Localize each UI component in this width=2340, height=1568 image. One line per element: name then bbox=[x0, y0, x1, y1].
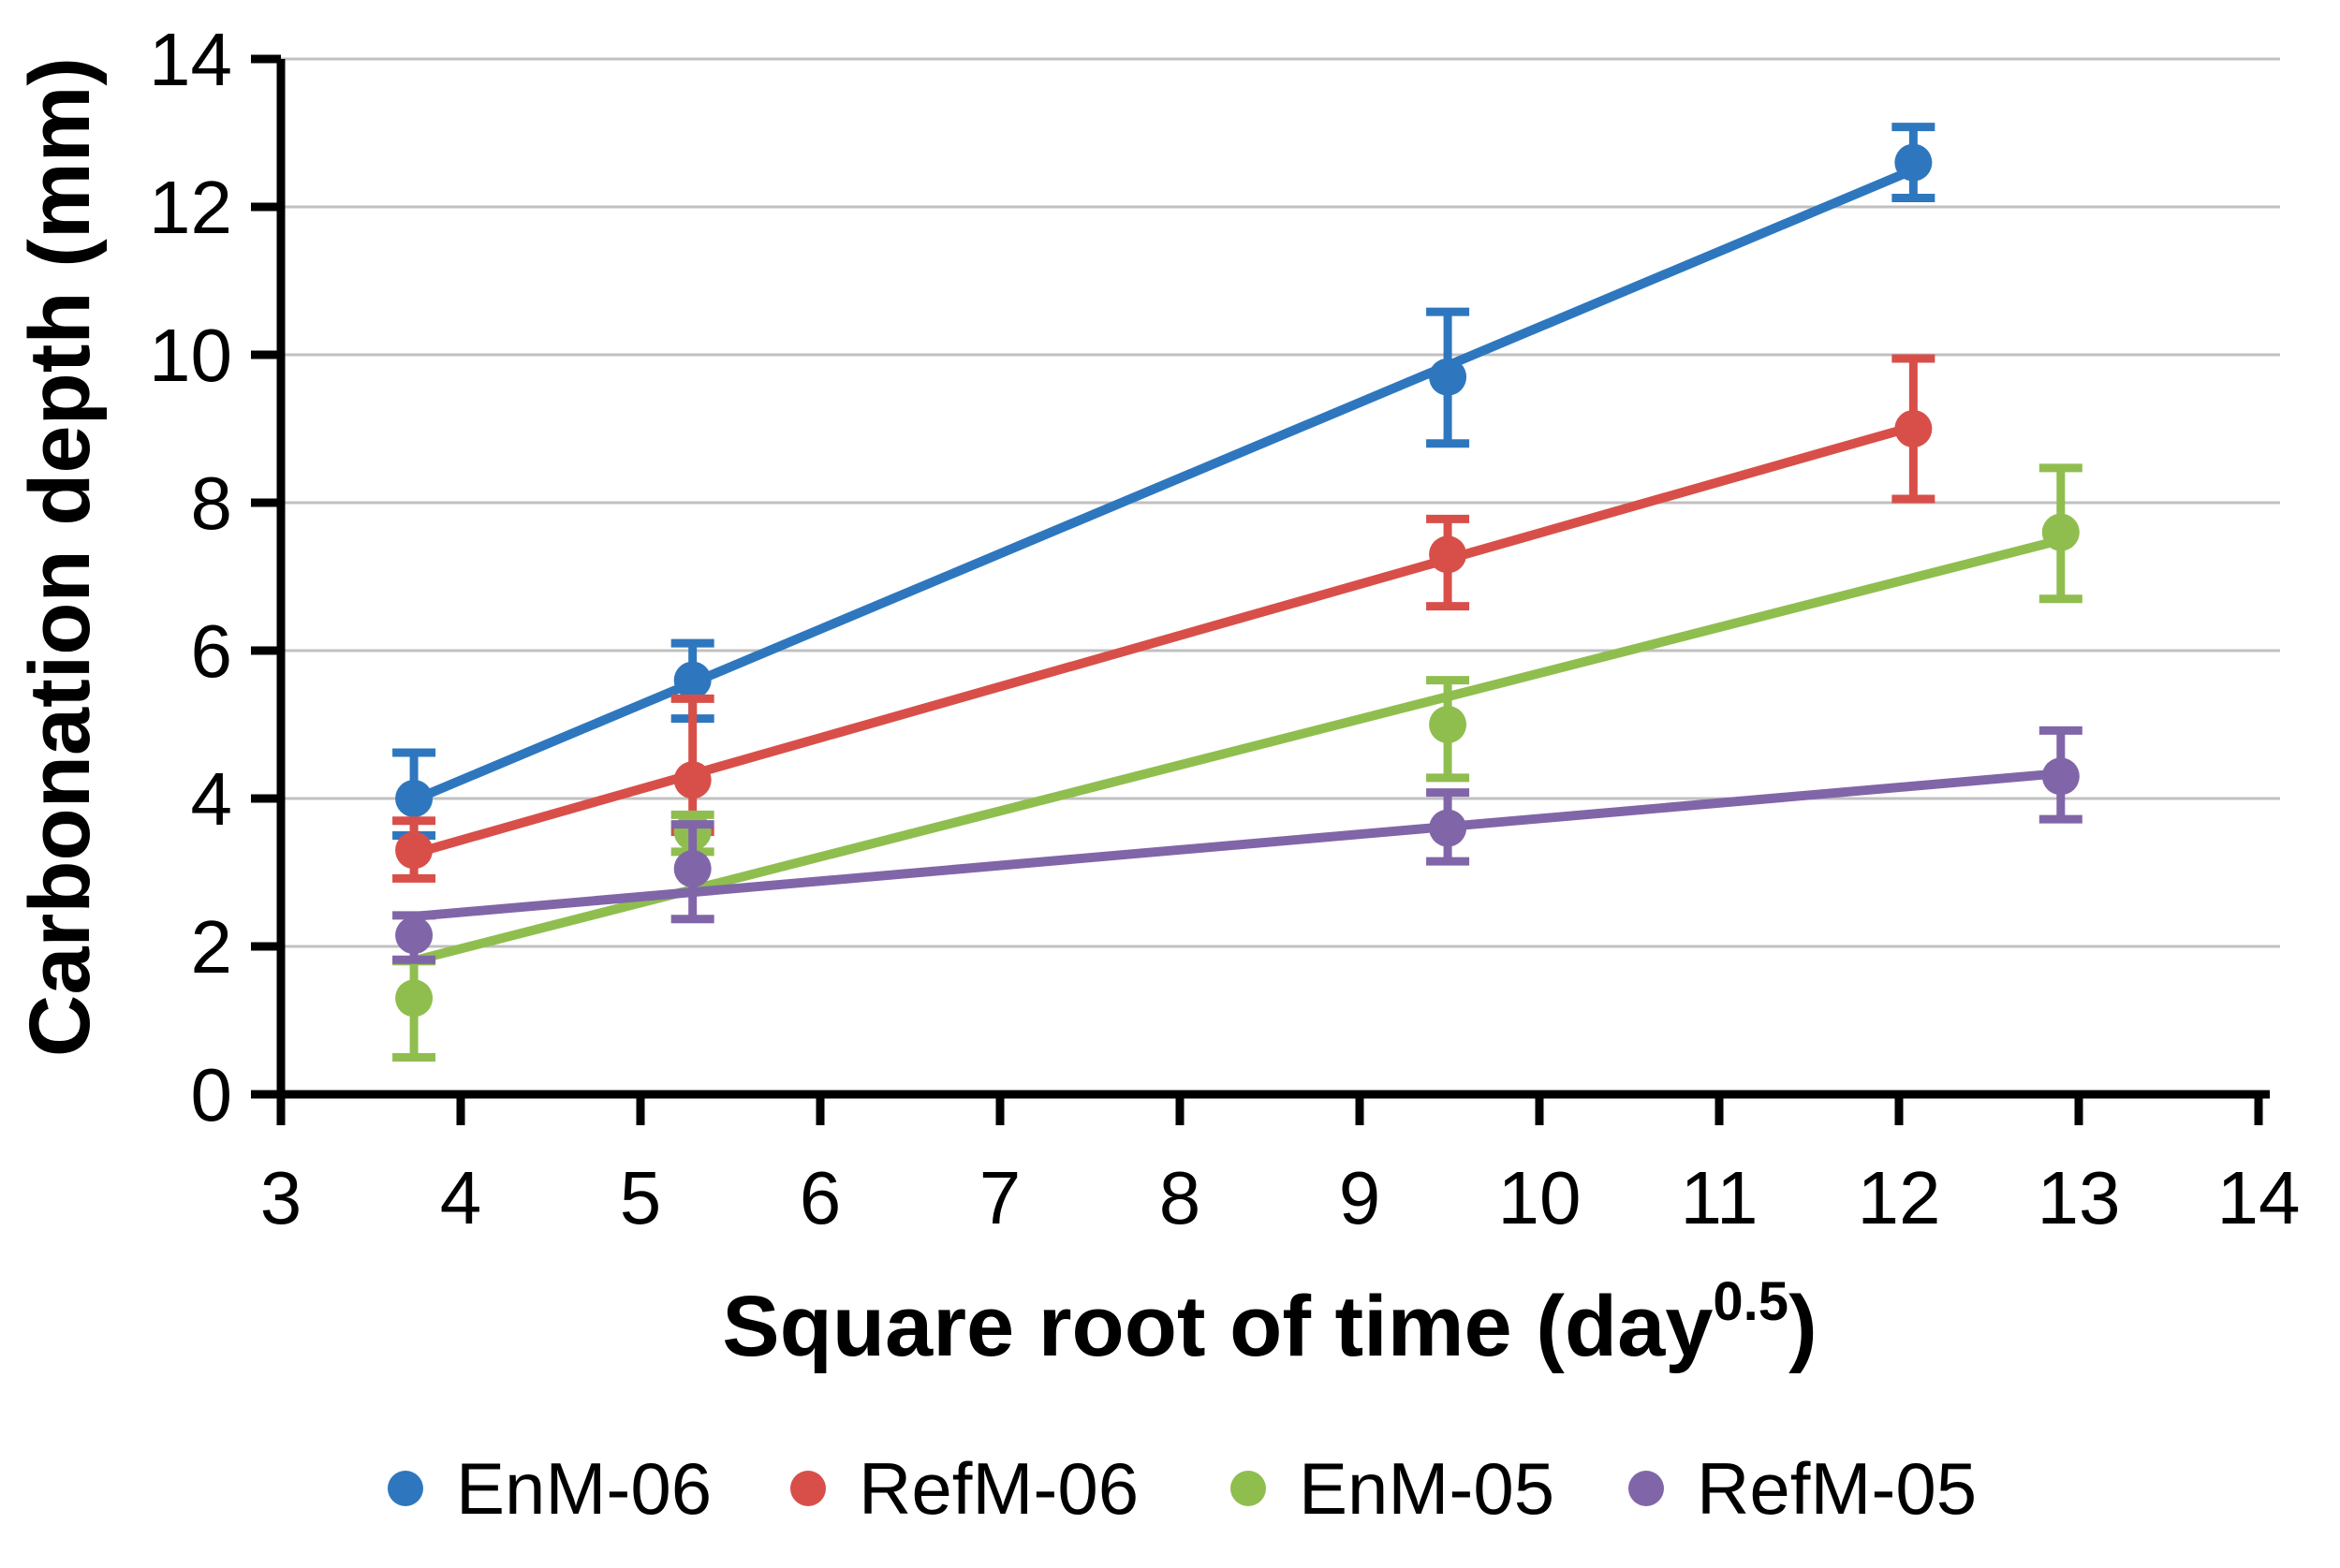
x-tick-label-5: 5 bbox=[620, 1156, 662, 1239]
trendline-RefM-05 bbox=[409, 769, 2066, 921]
x-tick-label-10: 10 bbox=[1498, 1156, 1582, 1239]
series-EnM-05 bbox=[392, 463, 2082, 1062]
x-tick-label-7: 7 bbox=[979, 1156, 1022, 1239]
x-tick-label-11: 11 bbox=[1680, 1156, 1758, 1239]
data-point-RefM-06-4 bbox=[1894, 410, 1933, 447]
data-point-RefM-05-4 bbox=[2041, 757, 2080, 796]
x-tick-label-6: 6 bbox=[800, 1156, 842, 1239]
legend-marker-icon bbox=[1628, 1471, 1664, 1506]
y-tick-label-14: 14 bbox=[149, 18, 232, 101]
data-point-RefM-05-3 bbox=[1429, 809, 1467, 847]
legend-marker-icon bbox=[790, 1471, 826, 1506]
trendlines bbox=[409, 165, 2066, 966]
x-axis-title-superscript: 0.5 bbox=[1713, 1271, 1788, 1332]
legend-marker-icon bbox=[388, 1471, 423, 1506]
x-tick-label-3: 3 bbox=[260, 1156, 302, 1239]
x-tick-label-9: 9 bbox=[1339, 1156, 1381, 1239]
data-point-RefM-05-1 bbox=[395, 916, 434, 955]
data-point-EnM-06-2 bbox=[673, 661, 712, 699]
legend-item-RefM-06: RefM-06 bbox=[790, 1447, 1139, 1530]
x-tick-label-13: 13 bbox=[2038, 1156, 2121, 1239]
data-point-RefM-06-2 bbox=[673, 761, 712, 799]
data-point-EnM-06-4 bbox=[1894, 143, 1933, 182]
axis-titles: Carbonation depth (mm) Square root of tim… bbox=[12, 57, 1818, 1374]
legend-label: RefM-05 bbox=[1697, 1447, 1977, 1530]
data-point-RefM-06-1 bbox=[395, 831, 434, 870]
legend-item-RefM-05: RefM-05 bbox=[1628, 1447, 1977, 1530]
legend: EnM-06 RefM-06 EnM-05 RefM-05 bbox=[388, 1447, 1977, 1530]
data-point-EnM-06-3 bbox=[1429, 358, 1467, 396]
x-tick-label-12: 12 bbox=[1858, 1156, 1941, 1239]
series-RefM-05 bbox=[392, 725, 2082, 964]
y-tick-label-0: 0 bbox=[191, 1053, 233, 1136]
data-point-EnM-05-4 bbox=[2041, 513, 2080, 551]
y-axis-title: Carbonation depth (mm) bbox=[12, 57, 108, 1057]
trendline-EnM-06 bbox=[409, 165, 1919, 805]
y-tick-label-4: 4 bbox=[191, 757, 233, 841]
legend-item-EnM-06: EnM-06 bbox=[388, 1447, 712, 1530]
y-tick-label-2: 2 bbox=[191, 905, 233, 989]
x-tick-label-4: 4 bbox=[440, 1156, 482, 1239]
y-tick-label-10: 10 bbox=[149, 314, 232, 397]
trendline-RefM-06 bbox=[409, 421, 1919, 858]
y-tick-label-6: 6 bbox=[191, 609, 233, 693]
legend-label: RefM-06 bbox=[859, 1447, 1139, 1530]
series-RefM-06 bbox=[392, 354, 1935, 883]
legend-marker-icon bbox=[1230, 1471, 1266, 1506]
data-point-EnM-05-1 bbox=[395, 979, 434, 1018]
data-point-EnM-05-3 bbox=[1429, 706, 1467, 743]
series-EnM-06 bbox=[392, 123, 1935, 840]
data-point-RefM-05-2 bbox=[673, 850, 712, 888]
legend-label: EnM-05 bbox=[1299, 1447, 1554, 1530]
x-axis-title-main: Square root of time (day bbox=[722, 1279, 1713, 1374]
data-point-RefM-06-3 bbox=[1429, 535, 1467, 574]
axes: 0 2 4 6 8 10 12 14 3 4 5 6 7 8 9 10 11 12 13 14 bbox=[149, 18, 2300, 1239]
legend-item-EnM-05: EnM-05 bbox=[1230, 1447, 1554, 1530]
x-tick-label-8: 8 bbox=[1159, 1156, 1201, 1239]
gridlines bbox=[277, 57, 2280, 948]
legend-label: EnM-06 bbox=[456, 1447, 712, 1530]
x-tick-label-14: 14 bbox=[2217, 1156, 2301, 1239]
x-axis-title-close: ) bbox=[1788, 1279, 1818, 1374]
x-axis-title: Square root of time (day0.5) bbox=[722, 1271, 1817, 1374]
y-tick-label-12: 12 bbox=[149, 166, 232, 249]
y-tick-label-8: 8 bbox=[191, 462, 233, 545]
data-point-EnM-06-1 bbox=[395, 780, 434, 817]
